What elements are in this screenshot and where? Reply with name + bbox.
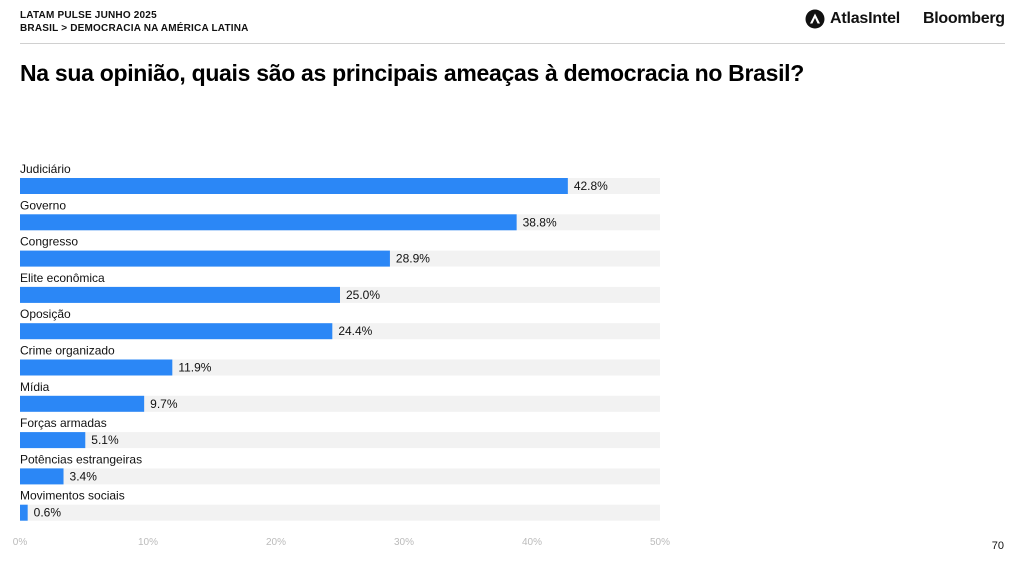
x-tick-label: 10% [138,537,158,548]
category-label: Movimentos sociais [20,489,125,503]
bar-3 [20,250,390,267]
bar-track [20,359,660,376]
value-label: 38.8% [523,215,557,229]
bloomberg-logo: Bloomberg [923,10,1005,27]
value-label: 11.9% [178,361,211,375]
bar-5 [20,323,333,340]
page-number: 70 [991,540,1004,552]
chart-title: Na sua opinião, quais são as principais … [20,60,805,86]
x-tick-label: 0% [13,537,28,548]
bar-6 [20,359,173,376]
category-label: Potências estrangeiras [20,452,142,466]
header-left: LATAM PULSE JUNHO 2025 BRASIL > DEMOCRAC… [20,9,249,35]
value-label: 5.1% [91,433,119,447]
bar-4 [20,286,340,303]
bar-track [20,468,660,485]
category-label: Mídia [20,380,50,394]
atlasintel-logo: AtlasIntel [805,9,900,29]
atlasintel-icon [805,9,825,29]
value-label: 28.9% [396,252,430,266]
category-label: Congresso [20,235,78,249]
x-tick-label: 50% [650,537,670,548]
bar-track [20,504,660,521]
category-label: Elite econômica [20,271,105,285]
bar-9 [20,468,64,485]
header-divider [20,43,1005,44]
breadcrumb: BRASIL > DEMOCRACIA NA AMÉRICA LATINA [20,23,249,34]
value-label: 3.4% [70,469,98,483]
category-label: Judiciário [20,162,71,176]
x-tick-label: 40% [522,537,542,548]
survey-title: LATAM PULSE JUNHO 2025 [20,10,157,21]
bar-2 [20,214,517,231]
category-label: Forças armadas [20,416,107,430]
bar-10 [20,504,28,521]
category-label: Governo [20,198,66,212]
x-tick-label: 30% [394,537,414,548]
bar-track [20,432,660,449]
x-tick-label: 20% [266,537,286,548]
value-label: 24.4% [338,324,372,338]
bar-1 [20,178,568,194]
atlasintel-wordmark: AtlasIntel [830,10,901,27]
bar-track [20,395,660,412]
category-label: Oposição [20,307,71,321]
value-label: 9.7% [150,397,178,411]
value-label: 42.8% [574,179,608,193]
bar-7 [20,395,145,412]
x-axis: 0% 10% 20% 30% 40% 50% [13,537,670,548]
value-label: 0.6% [34,506,62,520]
bars-layer: Judiciário 42.8% Governo 38.8% Congresso 28.9… [20,162,660,521]
value-label: 25.0% [346,288,380,302]
category-label: Crime organizado [20,344,115,358]
bar-8 [20,432,86,449]
